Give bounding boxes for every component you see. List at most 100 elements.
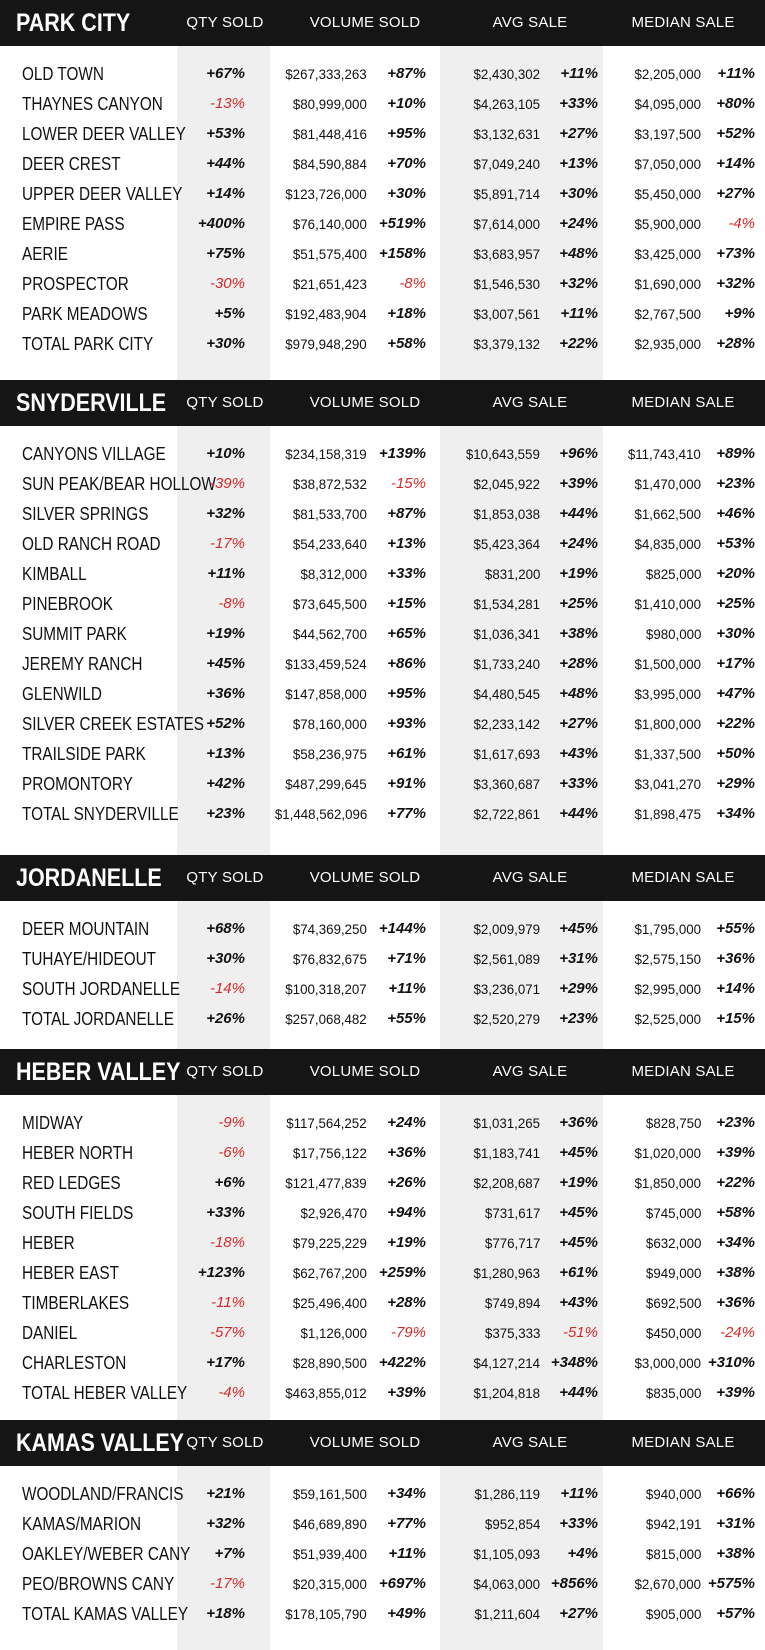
- qty-change: +30%: [206, 335, 245, 352]
- median-value: $1,662,500: [634, 506, 701, 522]
- volume-value: $59,161,500: [293, 1486, 367, 1502]
- median-value: $3,425,000: [634, 246, 701, 262]
- median-value: $3,041,270: [634, 776, 701, 792]
- avg-change: +33%: [559, 95, 598, 112]
- avg-change: +39%: [559, 475, 598, 492]
- avg-value: $2,009,979: [473, 921, 540, 937]
- table-row: PEO/BROWNS CANY -17% $20,315,000 +697% $4,06…: [0, 1569, 765, 1599]
- median-value: $940,000: [645, 1486, 701, 1502]
- avg-change: +45%: [559, 920, 598, 937]
- section-header: HEBER VALLEY QTY SOLD VOLUME SOLD AVG SALE M…: [0, 1049, 765, 1095]
- volume-change: +70%: [387, 155, 426, 172]
- area-name: JEREMY RANCH: [22, 654, 143, 674]
- table-row: DANIEL -57% $1,126,000 -79% $375,333 -51% $450…: [0, 1318, 765, 1348]
- avg-value: $2,430,302: [473, 66, 540, 82]
- avg-value: $5,423,364: [473, 536, 540, 552]
- table-row: RED LEDGES +6% $121,477,839 +26% $2,208,687 +…: [0, 1168, 765, 1198]
- median-value: $11,743,410: [628, 446, 701, 462]
- table-row: SOUTH JORDANELLE -14% $100,318,207 +11% $3,2…: [0, 974, 765, 1004]
- avg-change: -51%: [562, 1324, 598, 1341]
- median-change: +66%: [716, 1485, 755, 1502]
- avg-change: +61%: [559, 1264, 598, 1281]
- table-row: SOUTH FIELDS +33% $2,926,470 +94% $731,617 +4…: [0, 1198, 765, 1228]
- area-name: PROMONTORY: [22, 774, 133, 794]
- table-row: HEBER EAST +123% $62,767,200 +259% $1,280,96…: [0, 1258, 765, 1288]
- qty-change: +36%: [206, 685, 245, 702]
- avg-change: +25%: [559, 595, 598, 612]
- qty-change: +17%: [206, 1354, 245, 1371]
- volume-value: $121,477,839: [285, 1175, 367, 1191]
- volume-value: $8,312,000: [300, 566, 367, 582]
- median-value: $1,410,000: [634, 596, 701, 612]
- avg-value: $4,263,105: [473, 96, 540, 112]
- median-change: +57%: [716, 1605, 755, 1622]
- volume-change: +13%: [387, 535, 426, 552]
- table-row: TIMBERLAKES -11% $25,496,400 +28% $749,894 +4…: [0, 1288, 765, 1318]
- avg-value: $776,717: [484, 1235, 540, 1251]
- median-change: +58%: [716, 1204, 755, 1221]
- median-header: MEDIAN SALE: [631, 394, 735, 411]
- avg-value: $749,894: [484, 1295, 540, 1311]
- area-name: KIMBALL: [22, 564, 87, 584]
- qty-column-stripe: [177, 0, 270, 1650]
- volume-change: +28%: [387, 1294, 426, 1311]
- qty-change: +33%: [206, 1204, 245, 1221]
- volume-change: +87%: [387, 505, 426, 522]
- volume-change: -79%: [390, 1324, 426, 1341]
- avg-value: $3,379,132: [473, 336, 540, 352]
- area-name: HEBER NORTH: [22, 1143, 134, 1163]
- median-value: $1,690,000: [634, 276, 701, 292]
- median-value: $4,835,000: [634, 536, 701, 552]
- area-name: THAYNES CANYON: [22, 94, 163, 114]
- avg-change: +30%: [559, 185, 598, 202]
- table-row: HEBER -18% $79,225,229 +19% $776,717 +45% $632…: [0, 1228, 765, 1258]
- volume-value: $123,726,000: [285, 186, 367, 202]
- volume-change: +86%: [387, 655, 426, 672]
- volume-value: $20,315,000: [293, 1576, 367, 1592]
- area-name: SUN PEAK/BEAR HOLLOW: [22, 474, 216, 494]
- area-name: PARK MEADOWS: [22, 304, 148, 324]
- avg-value: $952,854: [484, 1516, 540, 1532]
- table-row: GLENWILD +36% $147,858,000 +95% $4,480,545 +4…: [0, 679, 765, 709]
- qty-change: +6%: [214, 1174, 245, 1191]
- median-value: $2,205,000: [634, 66, 701, 82]
- avg-value: $3,132,631: [473, 126, 540, 142]
- area-name: LOWER DEER VALLEY: [22, 124, 186, 144]
- volume-value: $117,564,252: [286, 1115, 367, 1131]
- avg-change: +44%: [559, 1384, 598, 1401]
- section-jordanelle: JORDANELLE QTY SOLD VOLUME SOLD AVG SALE MED…: [0, 855, 765, 1034]
- avg-value: $1,211,604: [474, 1606, 540, 1622]
- avg-value: $1,286,119: [474, 1486, 540, 1502]
- volume-value: $192,483,904: [285, 306, 367, 322]
- section-kamas-valley: KAMAS VALLEY QTY SOLD VOLUME SOLD AVG SALE M…: [0, 1420, 765, 1629]
- table-row: LOWER DEER VALLEY +53% $81,448,416 +95% $3,1…: [0, 119, 765, 149]
- median-change: +73%: [716, 245, 755, 262]
- median-change: +30%: [716, 625, 755, 642]
- volume-value: $25,496,400: [293, 1295, 367, 1311]
- qty-change: -11%: [211, 1294, 245, 1311]
- table-row: OAKLEY/WEBER CANY +7% $51,939,400 +11% $1,10…: [0, 1539, 765, 1569]
- table-row: TOTAL SNYDERVILLE +23% $1,448,562,096 +77% $…: [0, 799, 765, 829]
- median-value: $1,470,000: [634, 476, 701, 492]
- qty-change: +42%: [206, 775, 245, 792]
- volume-value: $1,126,000: [300, 1325, 367, 1341]
- qty-change: -9%: [218, 1114, 245, 1131]
- volume-value: $73,645,500: [293, 596, 367, 612]
- volume-change: +34%: [387, 1485, 426, 1502]
- median-value: $5,450,000: [634, 186, 701, 202]
- qty-change: -17%: [209, 1575, 245, 1592]
- area-name: SILVER CREEK ESTATES: [22, 714, 204, 734]
- area-name: CANYONS VILLAGE: [22, 444, 166, 464]
- avg-change: +33%: [559, 775, 598, 792]
- volume-change: +95%: [387, 685, 426, 702]
- volume-value: $80,999,000: [293, 96, 367, 112]
- median-change: +31%: [716, 1515, 755, 1532]
- avg-change: +24%: [559, 535, 598, 552]
- median-change: +39%: [716, 1384, 755, 1401]
- avg-value: $4,063,000: [473, 1576, 540, 1592]
- volume-value: $21,651,423: [293, 276, 367, 292]
- volume-change: +65%: [387, 625, 426, 642]
- area-name: PROSPECTOR: [22, 274, 129, 294]
- volume-change: +519%: [378, 215, 426, 232]
- median-change: +39%: [716, 1144, 755, 1161]
